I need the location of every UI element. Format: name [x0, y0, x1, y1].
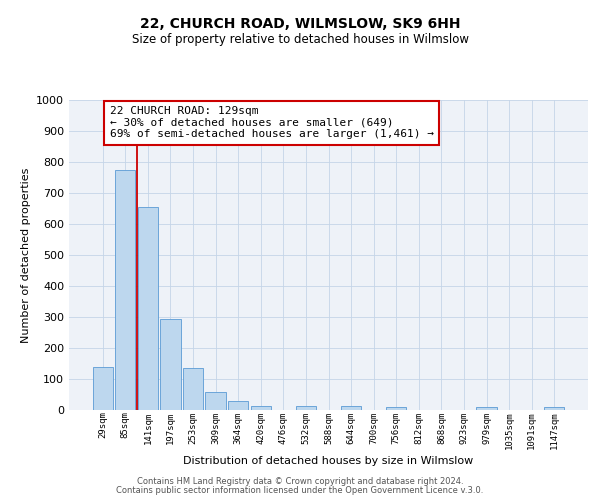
Bar — [296, 406, 316, 410]
Bar — [251, 406, 271, 410]
Bar — [386, 406, 406, 410]
Text: Contains public sector information licensed under the Open Government Licence v.: Contains public sector information licen… — [116, 486, 484, 495]
Bar — [92, 366, 113, 410]
Bar — [228, 400, 248, 410]
Bar — [138, 207, 158, 410]
X-axis label: Distribution of detached houses by size in Wilmslow: Distribution of detached houses by size … — [184, 456, 473, 466]
Bar — [341, 406, 361, 410]
Text: 22, CHURCH ROAD, WILMSLOW, SK9 6HH: 22, CHURCH ROAD, WILMSLOW, SK9 6HH — [140, 18, 460, 32]
Bar — [476, 406, 497, 410]
Bar — [544, 406, 565, 410]
Text: Size of property relative to detached houses in Wilmslow: Size of property relative to detached ho… — [131, 32, 469, 46]
Bar — [205, 392, 226, 410]
Bar — [115, 170, 136, 410]
Text: 22 CHURCH ROAD: 129sqm
← 30% of detached houses are smaller (649)
69% of semi-de: 22 CHURCH ROAD: 129sqm ← 30% of detached… — [110, 106, 434, 140]
Bar — [160, 318, 181, 410]
Y-axis label: Number of detached properties: Number of detached properties — [20, 168, 31, 342]
Bar — [183, 368, 203, 410]
Text: Contains HM Land Registry data © Crown copyright and database right 2024.: Contains HM Land Registry data © Crown c… — [137, 477, 463, 486]
